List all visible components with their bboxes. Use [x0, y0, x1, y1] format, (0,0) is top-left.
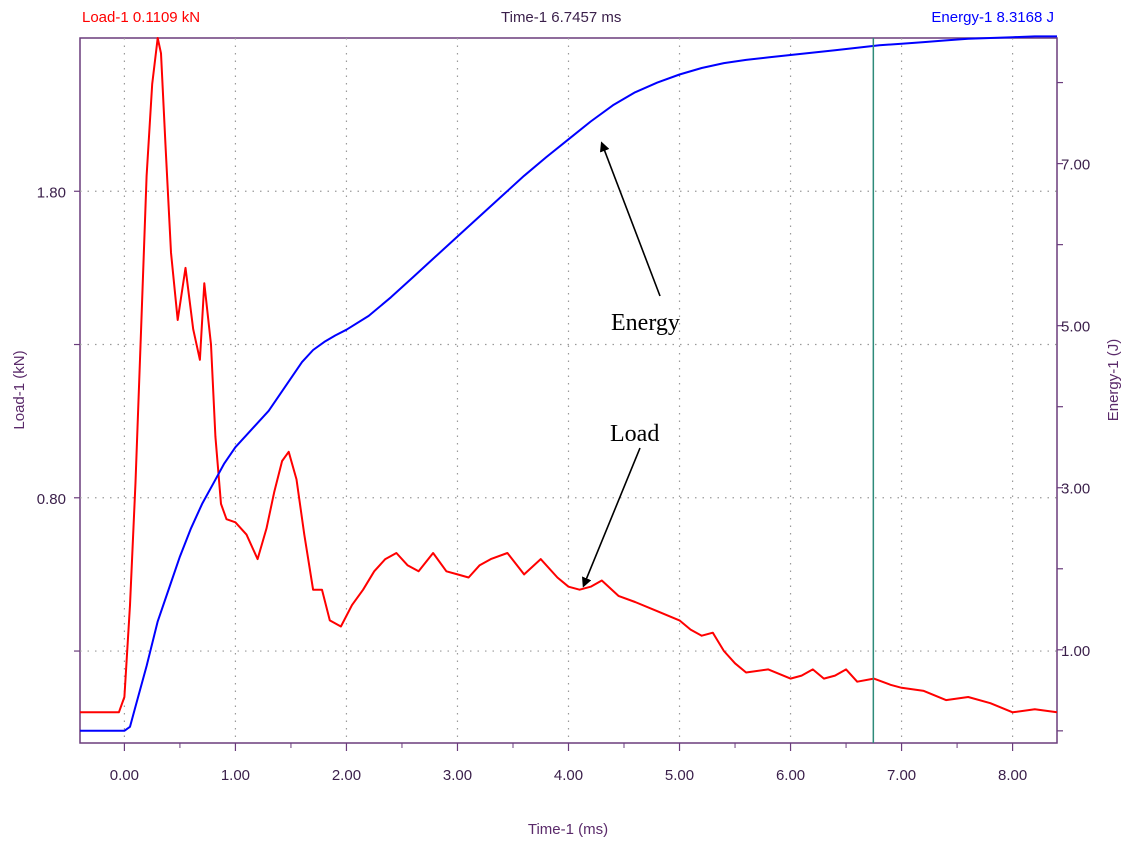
x-tick-label: 2.00: [332, 767, 361, 784]
y-left-tick-label: 0.80: [37, 491, 66, 508]
y-right-tick-label: 1.00: [1061, 643, 1090, 660]
axis-ticks: 0.00 1.00 2.00 3.00 4.00 5.00 6.00 7.00 8.00 0.80…: [37, 81, 1090, 784]
annotation-load-arrow: [582, 447, 641, 588]
energy-series-line: [80, 35, 1057, 732]
y-right-axis-title: Energy-1 (J): [1105, 339, 1122, 422]
x-tick-label: 6.00: [776, 767, 805, 784]
series-layer: [80, 35, 1058, 732]
y-left-axis-title: Load-1 (kN): [11, 350, 28, 429]
x-tick-label: 0.00: [110, 767, 139, 784]
load-readout: Load-1 0.1109 kN: [82, 9, 200, 26]
x-tick-label: 1.00: [221, 767, 250, 784]
annotation-energy-arrow: [599, 141, 661, 297]
load-series-line: [80, 37, 1058, 714]
energy-readout: Energy-1 8.3168 J: [931, 9, 1054, 26]
x-tick-label: 3.00: [443, 767, 472, 784]
grid: [80, 38, 1057, 743]
x-tick-label: 5.00: [665, 767, 694, 784]
x-axis-title: Time-1 (ms): [528, 821, 608, 838]
y-right-tick-label: 3.00: [1061, 481, 1090, 498]
x-tick-label: 7.00: [887, 767, 916, 784]
x-tick-label: 4.00: [554, 767, 583, 784]
y-right-tick-label: 5.00: [1061, 319, 1090, 336]
time-readout: Time-1 6.7457 ms: [501, 9, 621, 26]
y-right-tick-label: 7.00: [1061, 157, 1090, 174]
annotation-load-label: Load: [610, 421, 659, 447]
x-tick-label: 8.00: [998, 767, 1027, 784]
annotation-energy-label: Energy: [611, 310, 680, 336]
y-left-tick-label: 1.80: [37, 184, 66, 201]
